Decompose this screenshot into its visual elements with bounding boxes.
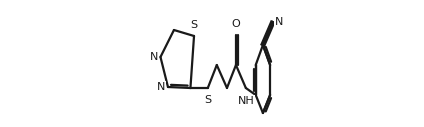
Text: NH: NH xyxy=(237,96,254,106)
Text: N: N xyxy=(157,82,166,92)
Text: N: N xyxy=(150,52,158,62)
Text: S: S xyxy=(204,95,212,105)
Text: O: O xyxy=(232,19,240,29)
Text: S: S xyxy=(190,20,198,30)
Text: N: N xyxy=(275,17,283,27)
